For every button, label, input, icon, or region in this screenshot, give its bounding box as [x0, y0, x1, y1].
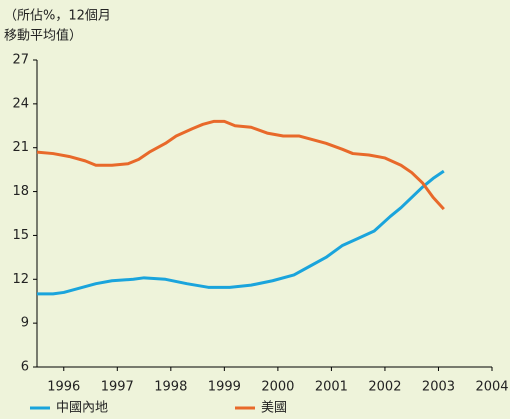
- line-series: [36, 119, 445, 211]
- x-tick-label: 2002: [368, 380, 401, 395]
- y-tick-label: 15: [12, 228, 29, 243]
- y-tick-label: 6: [21, 360, 29, 375]
- legend-label: 中國內地: [56, 401, 108, 416]
- y-tick-label: 27: [12, 53, 29, 68]
- y-tick-label: 18: [12, 184, 29, 199]
- y-axis-label: （所佔%，12個月: [4, 9, 111, 24]
- y-tick-label: 24: [12, 96, 29, 111]
- x-tick-label: 1996: [47, 380, 80, 395]
- x-tick-label: 2003: [422, 380, 455, 395]
- x-tick-label: 1997: [101, 380, 134, 395]
- x-tick-label: 2004: [475, 380, 508, 395]
- x-tick-label: 1998: [154, 380, 187, 395]
- x-tick-label: 2001: [315, 380, 348, 395]
- y-tick-label: 9: [21, 316, 29, 331]
- legend-label: 美國: [261, 401, 287, 416]
- y-tick-label: 21: [12, 140, 29, 155]
- y-axis-label: 移動平均值）: [4, 28, 82, 44]
- line-series: [37, 169, 445, 296]
- x-tick-label: 2000: [261, 380, 294, 395]
- x-tick-label: 1999: [208, 380, 241, 395]
- y-tick-label: 12: [12, 272, 29, 287]
